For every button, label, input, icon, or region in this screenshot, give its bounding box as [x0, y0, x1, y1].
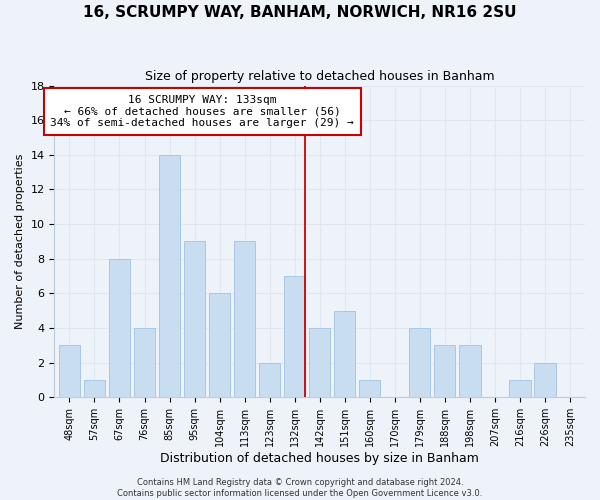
- Bar: [535, 362, 556, 398]
- Bar: [134, 328, 155, 398]
- Bar: [434, 346, 455, 398]
- Bar: [359, 380, 380, 398]
- Bar: [409, 328, 430, 398]
- Bar: [334, 310, 355, 398]
- Bar: [284, 276, 305, 398]
- Bar: [84, 380, 105, 398]
- Bar: [234, 242, 255, 398]
- Bar: [259, 362, 280, 398]
- Title: Size of property relative to detached houses in Banham: Size of property relative to detached ho…: [145, 70, 494, 83]
- Bar: [459, 346, 481, 398]
- Text: Contains HM Land Registry data © Crown copyright and database right 2024.
Contai: Contains HM Land Registry data © Crown c…: [118, 478, 482, 498]
- Text: 16 SCRUMPY WAY: 133sqm
← 66% of detached houses are smaller (56)
34% of semi-det: 16 SCRUMPY WAY: 133sqm ← 66% of detached…: [50, 95, 354, 128]
- Y-axis label: Number of detached properties: Number of detached properties: [15, 154, 25, 329]
- Bar: [509, 380, 530, 398]
- Bar: [159, 155, 180, 398]
- Bar: [209, 294, 230, 398]
- Text: 16, SCRUMPY WAY, BANHAM, NORWICH, NR16 2SU: 16, SCRUMPY WAY, BANHAM, NORWICH, NR16 2…: [83, 5, 517, 20]
- Bar: [309, 328, 331, 398]
- Bar: [109, 259, 130, 398]
- Bar: [59, 346, 80, 398]
- Bar: [184, 242, 205, 398]
- X-axis label: Distribution of detached houses by size in Banham: Distribution of detached houses by size …: [160, 452, 479, 465]
